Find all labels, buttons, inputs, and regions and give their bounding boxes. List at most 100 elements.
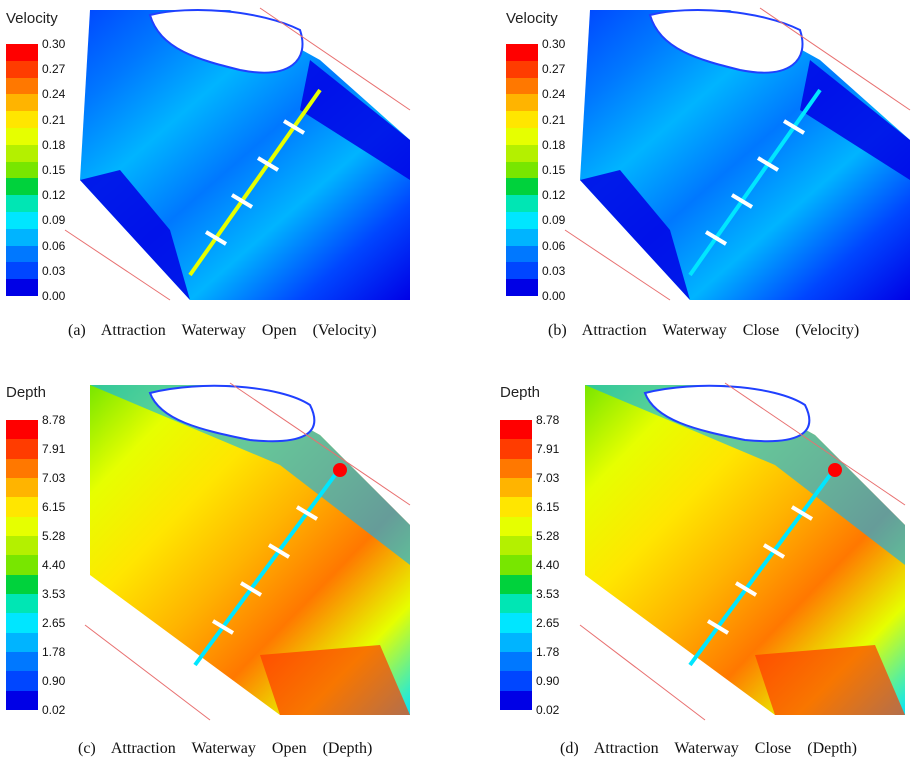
legend-swatch [6, 690, 38, 711]
legend-tick-label: 3.53 [536, 587, 560, 601]
legend-tick-label: 1.78 [536, 645, 560, 659]
fishway-channel [188, 88, 322, 277]
velocity-map-close [564, 7, 911, 301]
legend-tick-label: 0.03 [542, 263, 566, 278]
contour-band [580, 170, 690, 300]
legend-swatch [500, 536, 532, 556]
legend-title: Depth [500, 384, 541, 401]
contour-band [755, 645, 905, 715]
legend-tick-label: 2.65 [536, 616, 560, 630]
bank-line [84, 624, 211, 721]
legend-swatch [6, 245, 38, 263]
legend-tick-label: 8.78 [536, 413, 560, 427]
legend-swatch [506, 178, 538, 196]
caption: (d) Attraction Waterway Close (Depth) [560, 740, 858, 757]
fishway-channel [193, 473, 337, 667]
legend-swatch [6, 228, 38, 247]
legend-swatch [6, 652, 38, 672]
legend-swatch [506, 144, 538, 163]
legend-title: Depth [6, 384, 47, 401]
groyne [706, 619, 730, 635]
legend-swatch [506, 228, 538, 247]
legend-tick-label: 4.40 [42, 558, 66, 572]
legend-swatch [506, 44, 538, 62]
legend-tick-label: 4.40 [536, 558, 560, 572]
legend-tick-label: 0.00 [542, 289, 566, 303]
legend-swatch [6, 632, 38, 653]
legend-title: Velocity [6, 10, 58, 27]
groyne [756, 156, 780, 172]
fishway-channel [688, 88, 822, 277]
island [643, 384, 811, 443]
legend-colorbar [6, 420, 38, 711]
groyne [256, 156, 280, 172]
legend-tick-label: 0.09 [542, 213, 566, 228]
legend-swatch [6, 60, 38, 79]
legend-tick-label: 5.28 [42, 529, 66, 543]
legend-tick-label: 8.78 [42, 413, 66, 427]
legend-swatch [500, 516, 532, 537]
bank-line [64, 229, 171, 301]
legend-swatch [506, 111, 538, 129]
legend-swatch [6, 77, 38, 95]
legend-colorbar [500, 420, 532, 711]
groyne [790, 505, 814, 521]
caption: (b) Attraction Waterway Close (Velocity) [548, 322, 860, 339]
legend-swatch [500, 478, 532, 498]
bank-line [759, 7, 911, 111]
legend-swatch [506, 128, 538, 146]
legend-swatch [506, 94, 538, 112]
groyne [734, 581, 758, 597]
groyne [282, 119, 306, 135]
legend-swatch [6, 279, 38, 297]
groyne [204, 230, 228, 246]
legend-tick-label: 0.90 [42, 674, 66, 688]
legend-swatch [6, 478, 38, 498]
contour-band [260, 645, 410, 715]
legend-swatch [6, 536, 38, 556]
legend-swatch [6, 128, 38, 146]
legend-swatch [500, 439, 532, 460]
velocity-map-open [64, 7, 411, 301]
contour-band [300, 60, 410, 180]
island [148, 384, 316, 443]
fishway-channel [688, 473, 832, 667]
legend-title: Velocity [506, 10, 558, 27]
legend-tick-label: 0.03 [42, 263, 66, 278]
legend-swatch [6, 555, 38, 576]
legend-tick-label: 0.30 [42, 37, 66, 51]
legend-swatch [6, 671, 38, 692]
bank-line [259, 7, 411, 111]
legend-swatch [6, 613, 38, 634]
legend-swatch [6, 144, 38, 163]
legend-swatch [500, 574, 532, 595]
legend-tick-label: 0.24 [42, 87, 66, 102]
contour-band [80, 170, 190, 300]
legend-swatch [506, 161, 538, 179]
legend-swatch [500, 458, 532, 479]
legend-tick-label: 0.27 [542, 62, 566, 77]
legend-tick-label: 0.12 [42, 188, 66, 203]
legend-swatch [6, 161, 38, 179]
legend-swatch [506, 279, 538, 297]
legend-tick-label: 0.24 [542, 87, 566, 102]
legend-tick-label: 0.06 [542, 238, 566, 253]
legend-tick-label: 0.21 [42, 112, 66, 127]
legend-tick-label: 5.28 [536, 529, 560, 543]
caption: (a) Attraction Waterway Open (Velocity) [68, 322, 377, 339]
legend-tick-label: 7.03 [536, 471, 560, 485]
legend-colorbar [506, 44, 538, 297]
legend-swatch [6, 594, 38, 614]
legend-swatch [500, 420, 532, 440]
legend-swatch [506, 77, 538, 95]
groyne [730, 193, 754, 209]
bank-line [579, 624, 706, 721]
legend-swatch [6, 195, 38, 213]
legend-tick-label: 6.15 [42, 500, 66, 514]
legend-tick-label: 0.02 [42, 703, 66, 717]
groyne [239, 581, 263, 597]
legend-tick-label: 0.15 [542, 163, 566, 177]
groyne [230, 193, 254, 209]
legend-tick-label: 0.15 [42, 163, 66, 177]
depth-map-close [579, 382, 906, 721]
